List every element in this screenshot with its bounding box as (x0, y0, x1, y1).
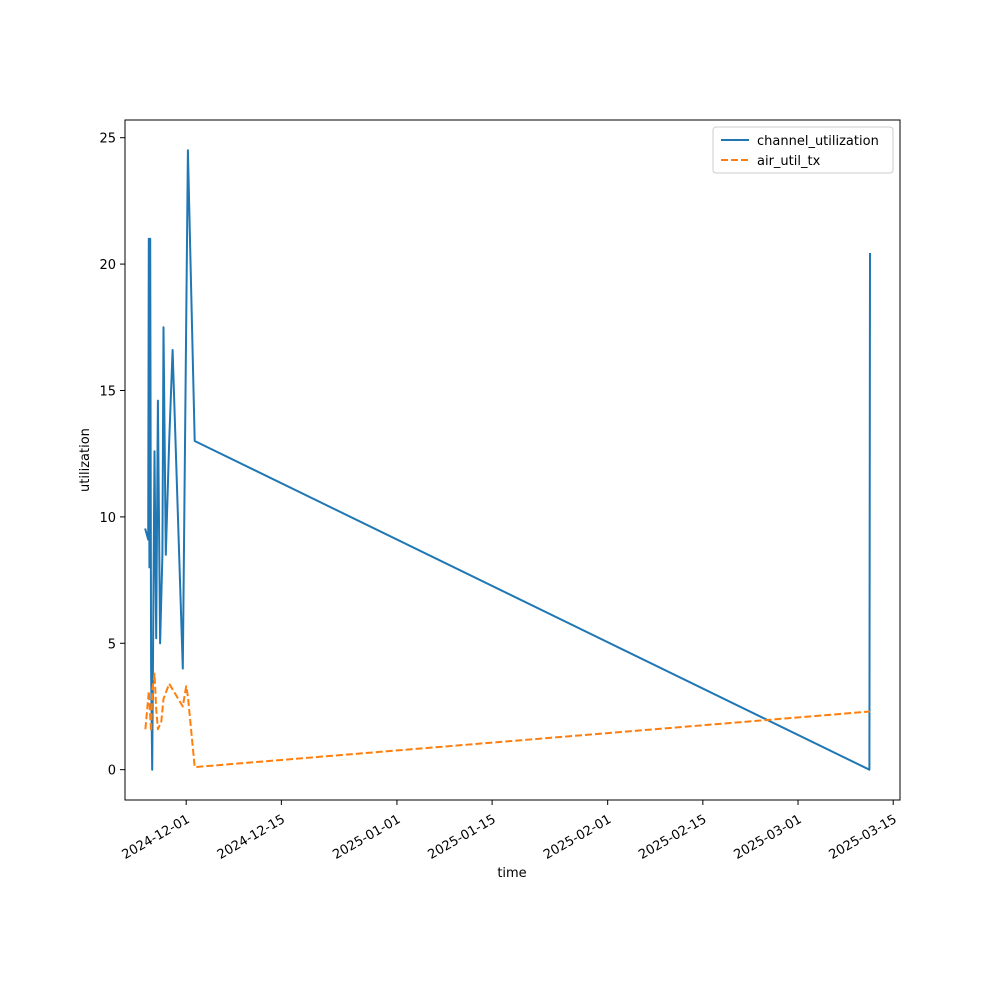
y-axis-label: utilization (78, 428, 93, 492)
y-tick-label: 15 (99, 384, 116, 399)
legend-label-channel-utilization: channel_utilization (757, 134, 879, 149)
y-tick-label: 0 (108, 764, 116, 779)
y-axis-ticks: 0 5 10 15 20 25 (99, 132, 125, 779)
y-tick-label: 25 (99, 132, 116, 147)
legend: channel_utilization air_util_tx (712, 126, 894, 174)
x-axis-label: time (497, 866, 526, 881)
legend-label-air-util-tx: air_util_tx (757, 154, 821, 169)
plot-area (144, 149, 872, 771)
series-line-air-util-tx (144, 672, 871, 769)
series-line-channel-utilization (144, 149, 872, 771)
y-tick-label: 20 (99, 258, 116, 273)
axes-frame (124, 119, 901, 801)
y-tick-label: 5 (108, 637, 116, 652)
legend-box (712, 126, 894, 174)
y-tick-label: 10 (99, 511, 116, 526)
